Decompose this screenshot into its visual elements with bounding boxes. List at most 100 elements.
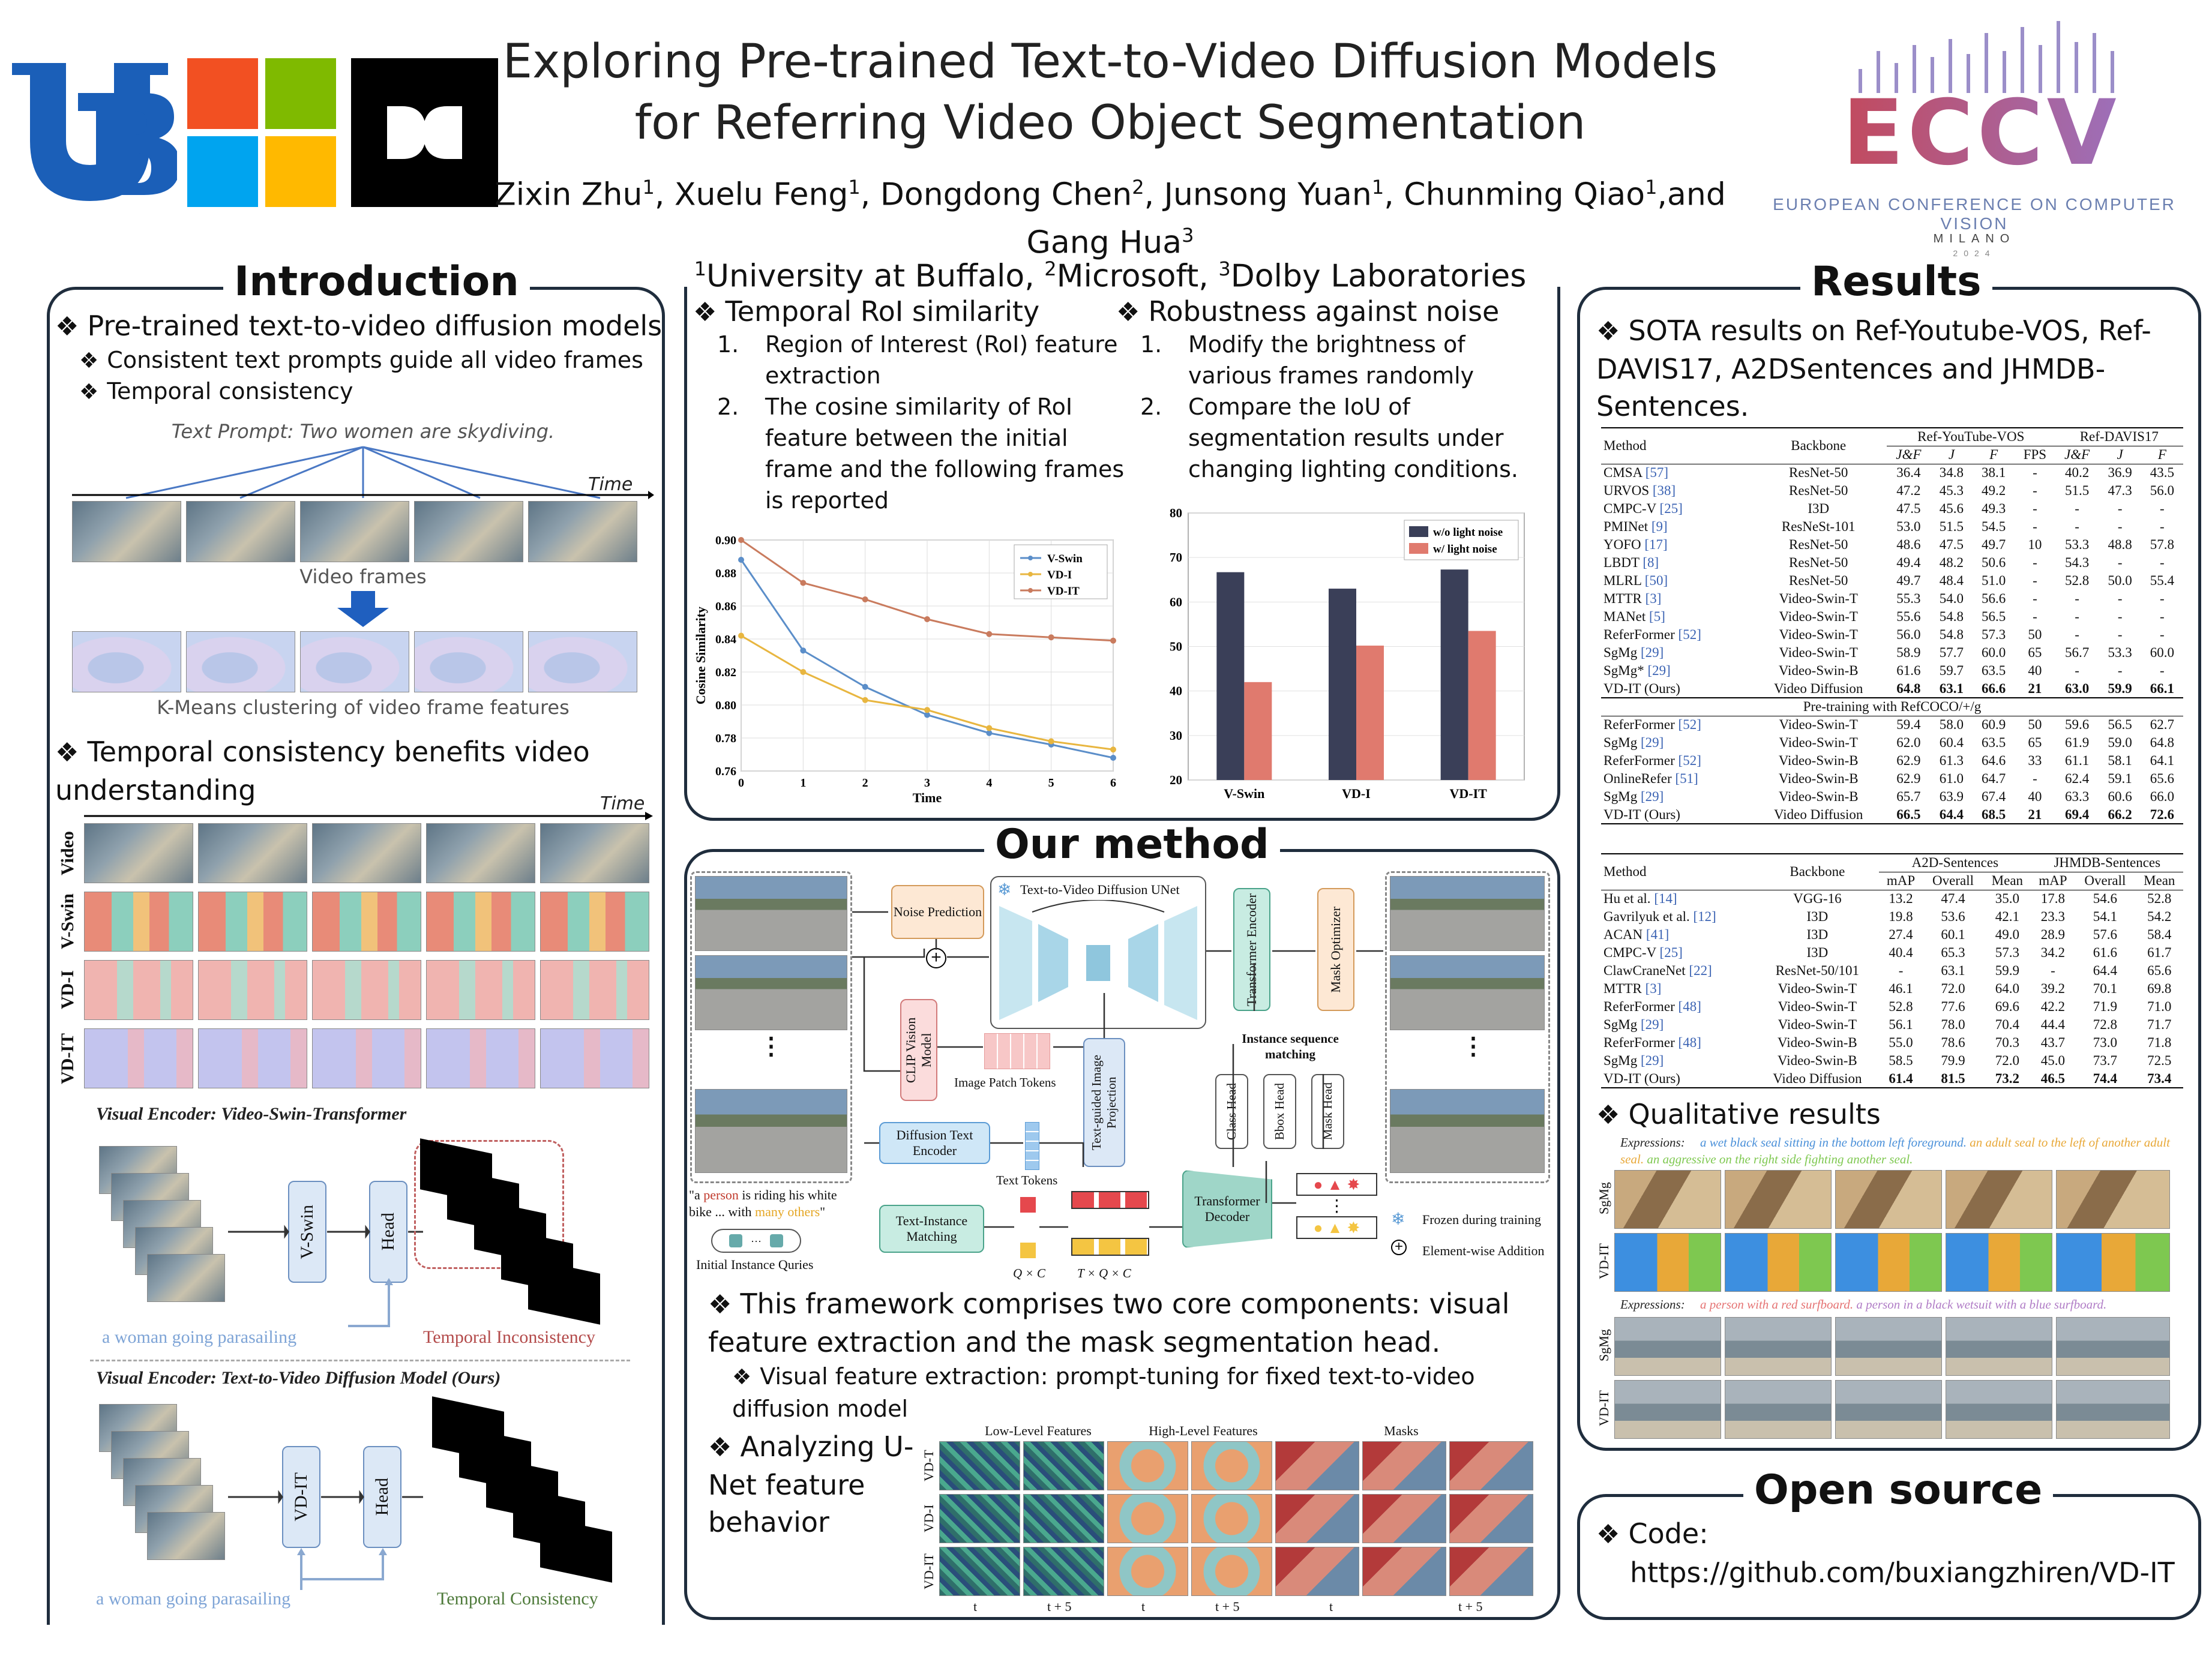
- cell-value: 49.7: [1896, 573, 1921, 588]
- text-instance-matching-label: Text-Instance Matching: [895, 1213, 968, 1244]
- cell-backbone: I3D: [1808, 501, 1830, 516]
- aff-num: 2: [1044, 257, 1057, 280]
- row-label: VD-IT: [58, 1033, 77, 1084]
- cell-method: MTTR [3]: [1603, 591, 1662, 606]
- cell-method: Gavrilyuk et al. [12]: [1603, 909, 1716, 924]
- cell-value: 65.6: [2147, 963, 2172, 978]
- feat-tile: [1275, 1441, 1359, 1490]
- cell-backbone: Video-Swin-T: [1779, 735, 1858, 750]
- y-tick-label: 20: [1170, 773, 1182, 787]
- th-davis: Ref-DAVIS17: [2055, 427, 2183, 446]
- cell-backbone: Video-Swin-B: [1778, 753, 1859, 768]
- cell-method: YOFO [17]: [1603, 537, 1668, 552]
- th-sub: Overall: [2075, 872, 2136, 890]
- row-label: VD-I: [58, 970, 77, 1010]
- qual-expr: a person with a red surfboard.: [1700, 1297, 1854, 1312]
- cell-value: 58.4: [2147, 927, 2172, 942]
- cell-method: ReferFormer [52]: [1603, 627, 1701, 642]
- roi-title: ❖ Temporal RoI similarity: [693, 295, 1040, 328]
- legend-label: V-Swin: [1047, 553, 1083, 565]
- cell-value: 49.2: [1981, 483, 2006, 498]
- cell-backbone: ResNet-50: [1789, 537, 1848, 552]
- legend-swatch: [1409, 543, 1428, 554]
- grid-tile: [312, 1028, 421, 1088]
- prompt-others: many others: [755, 1204, 820, 1219]
- cell-value: 47.4: [1941, 891, 1965, 907]
- cell-value: 44.4: [2040, 1017, 2066, 1032]
- legend-marker: [1028, 556, 1033, 560]
- cell-value: 42.2: [2040, 999, 2066, 1014]
- cell-value: 10: [2028, 537, 2042, 552]
- initial-queries-box: ···: [711, 1229, 801, 1253]
- patch-tokens-grid: [984, 1033, 1050, 1069]
- eccv-subtitle: EUROPEAN CONFERENCE ON COMPUTER VISION: [1773, 195, 2176, 233]
- input-frames-box: [690, 871, 852, 1183]
- feat-t-label: t: [973, 1599, 978, 1614]
- qual-tile: [1725, 1170, 1832, 1229]
- cell-value: -: [2075, 663, 2079, 678]
- y-tick-label: 0.80: [715, 699, 736, 712]
- cell-value: 63.1: [1930, 680, 1973, 698]
- qual-tile: [1725, 1317, 1832, 1376]
- cell-value: 57.7: [1939, 645, 1964, 660]
- feat-t-label: t + 5: [1047, 1599, 1072, 1614]
- cell-value: 58.5: [1889, 1053, 1913, 1068]
- cell-value: 67.4: [1981, 789, 2006, 804]
- y-tick-label: 30: [1170, 728, 1182, 743]
- data-point: [862, 697, 868, 703]
- kmeans-frame: [414, 631, 523, 692]
- noise-robustness-bar-chart: 80 70 60 50 40 30 20 V-Swin VD-I VD-IT w/o light n…: [1170, 506, 1525, 801]
- cell-backbone: ResNet-50/101: [1775, 963, 1859, 978]
- author-list: Zixin Zhu1, Xuelu Feng1, Dongdong Chen2,…: [494, 176, 1726, 261]
- cell-value: 61.6: [1896, 663, 1921, 678]
- output-frames-box: [1385, 871, 1550, 1183]
- cell-value: -: [2033, 573, 2037, 588]
- table-row: VD-IT (Ours) Video Diffusion 61.4 81.5 73.2 4…: [1601, 1070, 2183, 1088]
- cell-method: ClawCraneNet [22]: [1603, 963, 1712, 978]
- cell-value: 40.2: [2064, 465, 2090, 481]
- legend-swatch: [1409, 526, 1428, 537]
- qual-tile: [1946, 1317, 2052, 1376]
- table-row: MANet [5] Video-Swin-T 55.6 54.8 56.5 - - - -: [1601, 608, 2183, 626]
- and-word: ,and: [1657, 176, 1726, 213]
- cell-backbone: Video-Swin-B: [1778, 771, 1859, 786]
- legend-label: VD-I: [1047, 569, 1072, 581]
- cell-method: VD-IT (Ours): [1601, 806, 1751, 824]
- qual-row-label: SgMg: [1596, 1329, 1611, 1362]
- cell-value: 58.0: [1939, 717, 1964, 733]
- th-jhmdb: JHMDB-Sentences: [2031, 853, 2183, 872]
- fig-time-label: Time: [588, 474, 633, 495]
- feat-tile: [1449, 1547, 1533, 1596]
- video-frame: [72, 501, 181, 562]
- x-tick-label: 2: [862, 776, 868, 790]
- cell-value: 65.7: [1896, 789, 1921, 804]
- cell-value: 47.5: [1896, 501, 1921, 516]
- feat-col-high: High-Level Features: [1149, 1423, 1258, 1438]
- data-point: [738, 537, 744, 543]
- cell-value: 36.9: [2108, 465, 2132, 481]
- addition-legend-label: Element-wise Addition: [1422, 1243, 1545, 1258]
- cell-value: -: [2160, 627, 2165, 642]
- eccv-year: 2024: [1953, 248, 1996, 258]
- cell-value: 74.4: [2075, 1070, 2136, 1088]
- cell-value: 60.9: [1981, 717, 2006, 733]
- table-row: ClawCraneNet [22] ResNet-50/101 - 63.1 59.9 -…: [1601, 962, 2183, 980]
- cell-value: 35.0: [1995, 891, 2019, 907]
- cell-value: 56.7: [2064, 645, 2090, 660]
- method-bullet-1a-text: Visual feature extraction: prompt-tuning…: [732, 1363, 1475, 1422]
- cell-value: 40: [2028, 789, 2042, 804]
- repo-link[interactable]: https://github.com/buxiangzhiren/VD-IT: [1630, 1556, 2175, 1589]
- data-point: [862, 596, 868, 602]
- enc2-label: Visual Encoder: Text-to-Video Diffusion …: [96, 1368, 501, 1388]
- cell-value: 56.1: [1889, 1017, 1913, 1032]
- roi-list: 1. Region of Interest (RoI) feature extra…: [717, 329, 1131, 516]
- a2d-jhmdb-results-table: Method Backbone A2D-Sentences JHMDB-Sent…: [1601, 853, 2183, 1088]
- feat-row-label: VD-IT: [921, 1553, 936, 1589]
- qual-expr: a wet black seal sitting in the bottom l…: [1700, 1135, 1967, 1150]
- cell-value: 62.4: [2064, 771, 2090, 786]
- cell-value: 73.7: [2093, 1053, 2118, 1068]
- cell-value: 64.4: [1930, 806, 1973, 824]
- cell-value: 78.0: [1941, 1017, 1965, 1032]
- qual-tile: [1614, 1233, 1721, 1292]
- cell-value: 72.5: [2147, 1053, 2172, 1068]
